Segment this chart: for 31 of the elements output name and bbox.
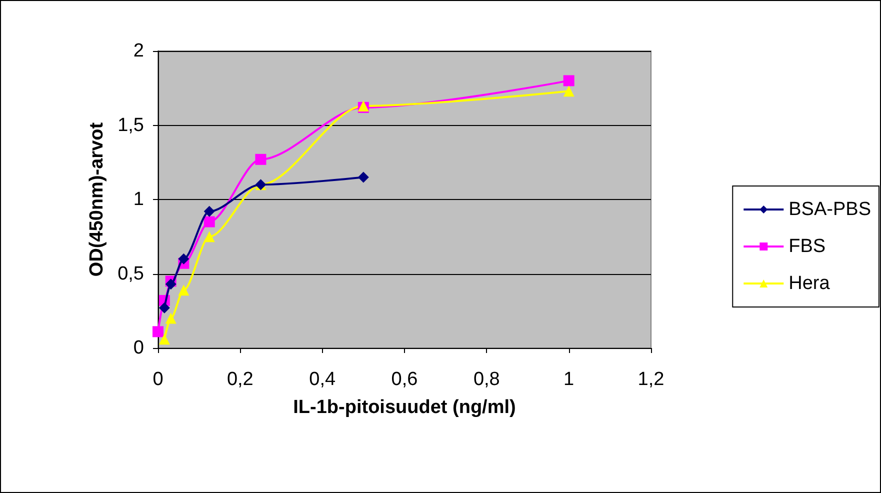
point bbox=[158, 334, 170, 345]
point bbox=[158, 302, 170, 314]
point bbox=[165, 278, 176, 290]
y-tick-label: 1,5 bbox=[118, 114, 144, 136]
x-tick-label: 1,2 bbox=[638, 369, 664, 390]
x-tick-label: 0 bbox=[152, 369, 164, 390]
y-tick-label: 0,5 bbox=[118, 263, 144, 284]
legend-label: BSA-PBS bbox=[788, 199, 872, 220]
y-axis-title: OD(450nm)-arvot bbox=[86, 122, 108, 277]
y-tick-label: 1 bbox=[133, 189, 144, 210]
point bbox=[178, 284, 190, 296]
point bbox=[165, 312, 176, 324]
point bbox=[204, 216, 215, 228]
legend-label: Hera bbox=[788, 273, 830, 294]
x-tick-label: 0,2 bbox=[226, 369, 254, 390]
x-tick-label: 0,6 bbox=[391, 369, 418, 390]
y-tick-label: 2 bbox=[133, 40, 144, 62]
point bbox=[204, 231, 215, 242]
point bbox=[358, 172, 369, 183]
legend-label: FBS bbox=[788, 236, 826, 257]
y-tick-label: 0 bbox=[133, 338, 144, 358]
x-axis-title: IL-1b-pitoisuudet (ng/ml) bbox=[293, 397, 516, 418]
point bbox=[563, 86, 574, 97]
point bbox=[255, 154, 266, 165]
point bbox=[204, 206, 215, 217]
point bbox=[563, 75, 574, 86]
x-tick-label: 1 bbox=[564, 369, 574, 390]
x-tick-label: 0,8 bbox=[473, 369, 500, 390]
point bbox=[152, 326, 164, 338]
point bbox=[178, 253, 190, 264]
x-tick-label: 0,4 bbox=[309, 369, 336, 390]
